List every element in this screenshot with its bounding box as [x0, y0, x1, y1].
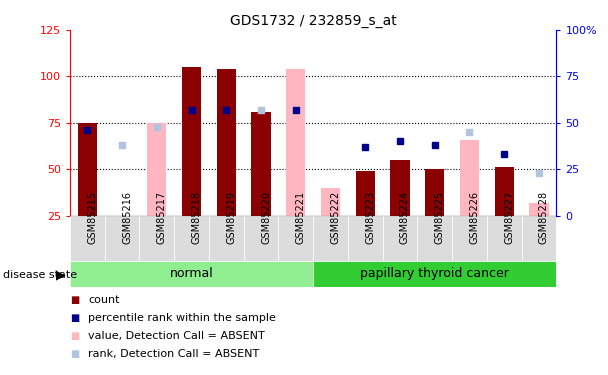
Bar: [216, 69, 236, 216]
Bar: [70, 216, 105, 261]
Text: GSM85225: GSM85225: [435, 191, 444, 244]
Bar: [209, 216, 244, 261]
Title: GDS1732 / 232859_s_at: GDS1732 / 232859_s_at: [230, 13, 396, 28]
Bar: [147, 123, 167, 216]
Bar: [348, 216, 382, 261]
Bar: [105, 216, 139, 261]
Text: value, Detection Call = ABSENT: value, Detection Call = ABSENT: [88, 331, 265, 341]
Text: GSM85220: GSM85220: [261, 191, 271, 244]
Bar: [487, 216, 522, 261]
Bar: [252, 112, 271, 216]
Text: percentile rank within the sample: percentile rank within the sample: [88, 313, 276, 323]
Bar: [417, 216, 452, 261]
Text: ■: ■: [70, 331, 79, 341]
Text: GSM85217: GSM85217: [157, 191, 167, 244]
Bar: [530, 202, 548, 216]
Text: normal: normal: [170, 267, 213, 280]
Bar: [321, 188, 340, 216]
Bar: [182, 67, 201, 216]
Bar: [286, 69, 305, 216]
Text: GSM85218: GSM85218: [192, 191, 201, 244]
Bar: [452, 216, 487, 261]
Text: GSM85224: GSM85224: [400, 191, 410, 244]
Bar: [174, 216, 209, 261]
Bar: [313, 261, 556, 287]
Bar: [70, 261, 313, 287]
Text: papillary thyroid cancer: papillary thyroid cancer: [361, 267, 509, 280]
Text: GSM85223: GSM85223: [365, 191, 375, 244]
Bar: [390, 160, 410, 216]
Text: GSM85226: GSM85226: [469, 191, 480, 244]
Bar: [425, 169, 444, 216]
Text: GSM85215: GSM85215: [88, 191, 97, 244]
Text: disease state: disease state: [3, 270, 77, 279]
Text: GSM85221: GSM85221: [295, 191, 306, 244]
Bar: [522, 216, 556, 261]
Bar: [244, 216, 278, 261]
Text: GSM85216: GSM85216: [122, 191, 132, 244]
Bar: [460, 140, 479, 216]
Text: ■: ■: [70, 313, 79, 323]
Bar: [313, 216, 348, 261]
Text: GSM85219: GSM85219: [226, 191, 237, 244]
Text: count: count: [88, 295, 120, 305]
Text: GSM85227: GSM85227: [504, 191, 514, 244]
Text: GSM85228: GSM85228: [539, 191, 549, 244]
Text: ■: ■: [70, 349, 79, 359]
Bar: [278, 216, 313, 261]
Bar: [382, 216, 417, 261]
Bar: [495, 167, 514, 216]
Bar: [78, 123, 97, 216]
Bar: [356, 171, 375, 216]
Text: GSM85222: GSM85222: [331, 191, 340, 244]
Bar: [139, 216, 174, 261]
Text: rank, Detection Call = ABSENT: rank, Detection Call = ABSENT: [88, 349, 260, 359]
Text: ■: ■: [70, 295, 79, 305]
Text: ▶: ▶: [56, 268, 66, 281]
